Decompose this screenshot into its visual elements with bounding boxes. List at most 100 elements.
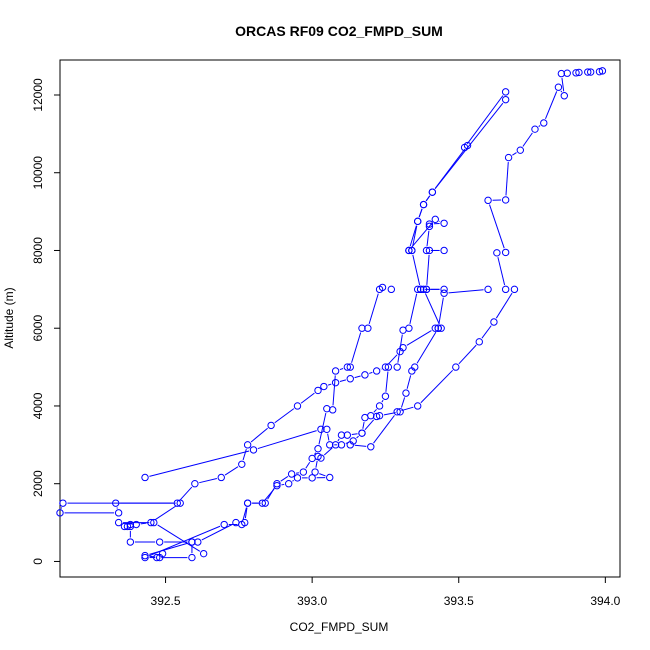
- data-point: [293, 474, 302, 482]
- series-segment: [242, 507, 247, 521]
- y-tick-label: 0: [31, 558, 45, 565]
- series-segment: [383, 412, 396, 416]
- data-point: [560, 92, 568, 100]
- data-point: [199, 549, 208, 558]
- x-tick-label: 394.0: [590, 594, 620, 608]
- series-segment: [319, 473, 326, 477]
- data-point: [132, 520, 140, 529]
- series-segment: [481, 325, 492, 339]
- data-point: [261, 499, 269, 507]
- series-segment: [140, 522, 147, 525]
- data-point: [308, 474, 316, 482]
- data-point: [531, 125, 539, 133]
- data-point: [238, 460, 246, 468]
- x-axis: 392.5 393.0 393.5 394.0: [151, 576, 621, 608]
- series-segment: [497, 257, 506, 286]
- series-segment: [420, 369, 454, 404]
- data-point: [598, 67, 607, 75]
- y-tick-label: 10000: [31, 156, 45, 190]
- data-point: [308, 454, 316, 463]
- data-point: [419, 285, 428, 294]
- series-segment: [314, 452, 317, 455]
- data-point: [428, 188, 437, 196]
- series-segment: [425, 195, 431, 202]
- data-point: [150, 518, 158, 527]
- y-tick-label: 6000: [31, 315, 45, 342]
- data-point: [372, 367, 381, 375]
- data-point: [293, 402, 302, 410]
- data-point: [358, 429, 366, 437]
- series-segment: [351, 332, 362, 363]
- data-point: [425, 222, 434, 231]
- data-point: [346, 375, 354, 383]
- data-point: [475, 338, 483, 346]
- series-segment: [257, 430, 317, 450]
- x-tick-label: 392.5: [151, 594, 181, 608]
- series-segment: [385, 371, 389, 392]
- data-point: [413, 402, 422, 410]
- series-segment: [244, 507, 248, 519]
- series-segment: [438, 297, 444, 324]
- data-point: [153, 553, 161, 562]
- data-point: [501, 88, 510, 96]
- data-point: [314, 445, 322, 453]
- series-segment: [489, 204, 505, 249]
- data-point: [501, 95, 510, 104]
- data-point: [343, 431, 352, 439]
- data-point: [320, 382, 328, 391]
- data-point: [387, 285, 396, 294]
- series-segment: [149, 555, 156, 558]
- data-point: [504, 153, 513, 162]
- data-point: [440, 219, 448, 227]
- series-segment: [123, 522, 132, 525]
- data-point: [416, 285, 425, 294]
- data-point: [59, 499, 67, 507]
- data-point: [396, 408, 404, 416]
- series-segment: [400, 397, 406, 408]
- series-segment: [458, 344, 477, 365]
- series-segment: [362, 421, 365, 429]
- series-segment: [406, 375, 412, 389]
- series-segment: [409, 225, 417, 247]
- data-point: [176, 499, 184, 507]
- data-point: [384, 363, 393, 371]
- data-point: [323, 425, 331, 433]
- data-point: [422, 285, 431, 294]
- series-segment: [250, 427, 268, 443]
- data-point: [425, 246, 434, 255]
- data-point: [194, 538, 202, 546]
- data-point: [346, 363, 354, 371]
- series-segment: [416, 331, 437, 364]
- data-point: [299, 468, 308, 476]
- series-segment: [434, 102, 504, 189]
- data-point: [554, 83, 563, 91]
- data-point: [337, 431, 346, 439]
- series-segment: [466, 95, 504, 145]
- series-segment: [364, 419, 375, 431]
- data-point: [243, 441, 252, 449]
- data-point: [273, 481, 281, 490]
- data-point: [367, 443, 375, 451]
- data-point: [326, 441, 334, 449]
- series-segment: [267, 487, 276, 500]
- data-point: [114, 518, 123, 527]
- series-segment: [327, 383, 332, 386]
- data-point: [484, 196, 492, 205]
- data-point: [343, 363, 352, 371]
- data-point: [440, 285, 448, 294]
- series-segment: [560, 90, 563, 93]
- series-segment: [332, 375, 336, 406]
- series-segment: [561, 78, 565, 92]
- series-segment: [448, 289, 484, 294]
- data-point: [56, 509, 64, 517]
- series-segment: [318, 412, 327, 445]
- data-point: [220, 520, 228, 529]
- data-point: [501, 196, 510, 204]
- data-series: [153, 283, 396, 562]
- data-point: [434, 324, 442, 332]
- data-point: [375, 402, 384, 410]
- data-point: [232, 518, 240, 527]
- data-point: [158, 549, 167, 558]
- data-point: [437, 324, 445, 332]
